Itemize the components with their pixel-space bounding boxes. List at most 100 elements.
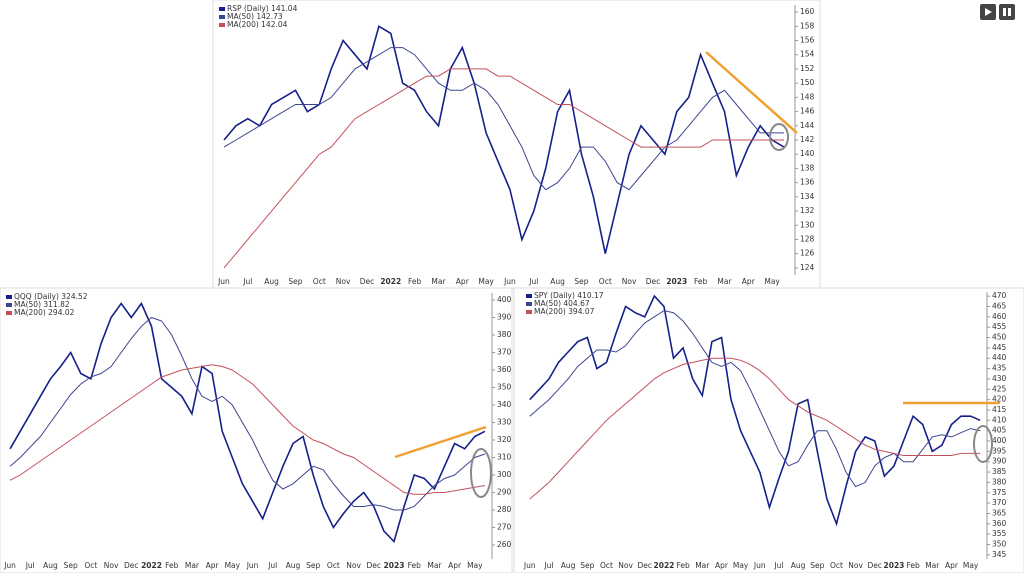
y-tick-label: 435 <box>992 364 1007 373</box>
y-tick-label: 445 <box>992 343 1007 352</box>
y-tick-label: 370 <box>992 498 1007 507</box>
y-tick-label: 455 <box>992 322 1007 331</box>
x-tick-label: Jun <box>523 561 536 570</box>
y-tick-label: 430 <box>992 374 1007 383</box>
price-line <box>223 47 784 191</box>
x-tick-label: Nov <box>346 561 361 570</box>
x-tick-label: 2022 <box>654 561 675 570</box>
price-line <box>9 316 486 511</box>
y-tick-label: 380 <box>497 330 512 339</box>
legend-label: MA(200) 142.04 <box>227 20 288 29</box>
y-tick-label: 465 <box>992 301 1007 310</box>
y-tick-label: 360 <box>992 519 1007 528</box>
x-tick-label: Aug <box>791 561 806 570</box>
x-tick-label: Sep <box>64 561 78 570</box>
y-tick-label: 360 <box>497 365 512 374</box>
y-tick-label: 405 <box>992 426 1007 435</box>
x-tick-label: Sep <box>288 277 302 286</box>
highlight <box>973 425 993 463</box>
x-tick-label: Oct <box>84 561 97 570</box>
y-tick-label: 330 <box>497 418 512 427</box>
x-tick-label: May <box>764 277 780 286</box>
y-tick-label: 370 <box>497 348 512 357</box>
y-tick-label: 440 <box>992 353 1007 362</box>
pause-button[interactable] <box>999 4 1015 20</box>
y-tick-label: 138 <box>800 163 815 172</box>
x-tick-label: Dec <box>638 561 653 570</box>
x-tick-label: Feb <box>906 561 920 570</box>
y-tick-label: 124 <box>800 263 815 272</box>
legend-swatch <box>219 15 225 19</box>
y-tick-label: 320 <box>497 435 512 444</box>
x-tick-label: Mar <box>427 561 442 570</box>
x-tick-label: Aug <box>264 277 279 286</box>
y-tick-label: 144 <box>800 121 815 130</box>
x-tick-label: Mar <box>925 561 940 570</box>
legend-label: RSP (Daily) 141.04 <box>227 4 298 13</box>
x-tick-label: Oct <box>327 561 340 570</box>
y-tick-label: 410 <box>992 415 1007 424</box>
y-tick-label: 130 <box>800 220 815 229</box>
x-tick-label: Mar <box>431 277 446 286</box>
y-tick-label: 128 <box>800 234 815 243</box>
x-tick-label: Sep <box>574 277 588 286</box>
x-tick-label: May <box>963 561 979 570</box>
y-tick-label: 150 <box>800 78 815 87</box>
x-tick-label: Feb <box>408 561 422 570</box>
y-tick-label: 142 <box>800 135 815 144</box>
x-tick-label: Jul <box>528 277 538 286</box>
legend-label: MA(200) 294.02 <box>14 308 75 317</box>
x-tick-label: Nov <box>848 561 863 570</box>
y-tick-label: 126 <box>800 249 815 258</box>
y-tick-label: 310 <box>497 453 512 462</box>
y-tick-label: 450 <box>992 333 1007 342</box>
x-tick-label: 2023 <box>384 561 405 570</box>
y-tick-label: 158 <box>800 21 815 30</box>
x-tick-label: Oct <box>599 277 612 286</box>
x-tick-label: Aug <box>43 561 58 570</box>
y-tick-label: 415 <box>992 405 1007 414</box>
price-line <box>9 364 485 495</box>
y-tick-label: 290 <box>497 488 512 497</box>
x-tick-label: Dec <box>646 277 661 286</box>
y-tick-label: 152 <box>800 64 815 73</box>
x-tick-label: Nov <box>618 561 633 570</box>
y-tick-label: 134 <box>800 192 815 201</box>
play-button[interactable] <box>980 4 996 20</box>
legend-label: QQQ (Daily) 324.52 <box>14 292 88 301</box>
price-line <box>223 25 785 254</box>
panel <box>212 0 821 289</box>
y-tick-label: 385 <box>992 467 1007 476</box>
y-tick-label: 300 <box>497 470 512 479</box>
x-tick-label: Jul <box>242 277 252 286</box>
x-tick-label: Apr <box>206 561 220 570</box>
x-tick-label: Aug <box>286 561 301 570</box>
x-tick-label: 2022 <box>380 277 401 286</box>
y-tick-label: 136 <box>800 178 815 187</box>
y-tick-label: 400 <box>992 436 1007 445</box>
y-tick-label: 350 <box>992 540 1007 549</box>
x-tick-label: Nov <box>336 277 351 286</box>
legend-label: MA(200) 394.07 <box>534 307 595 316</box>
x-tick-label: Jul <box>543 561 553 570</box>
x-tick-label: Aug <box>550 277 565 286</box>
y-tick-label: 340 <box>497 400 512 409</box>
x-tick-label: Nov <box>622 277 637 286</box>
y-tick-label: 350 <box>497 383 512 392</box>
y-tick-label: 375 <box>992 488 1007 497</box>
y-tick-label: 390 <box>992 457 1007 466</box>
trend-line <box>394 425 487 459</box>
y-tick-label: 280 <box>497 505 512 514</box>
x-tick-label: Mar <box>695 561 710 570</box>
x-tick-label: 2023 <box>884 561 905 570</box>
x-tick-label: Apr <box>945 561 959 570</box>
legend-swatch <box>219 7 225 11</box>
legend-label: MA(50) 311.82 <box>14 300 70 309</box>
x-tick-label: Dec <box>360 277 375 286</box>
legend-swatch <box>526 294 532 298</box>
x-tick-label: 2023 <box>666 277 687 286</box>
x-tick-label: Dec <box>367 561 382 570</box>
y-tick-label: 420 <box>992 395 1007 404</box>
x-tick-label: Apr <box>715 561 729 570</box>
x-tick-label: Jun <box>3 561 16 570</box>
